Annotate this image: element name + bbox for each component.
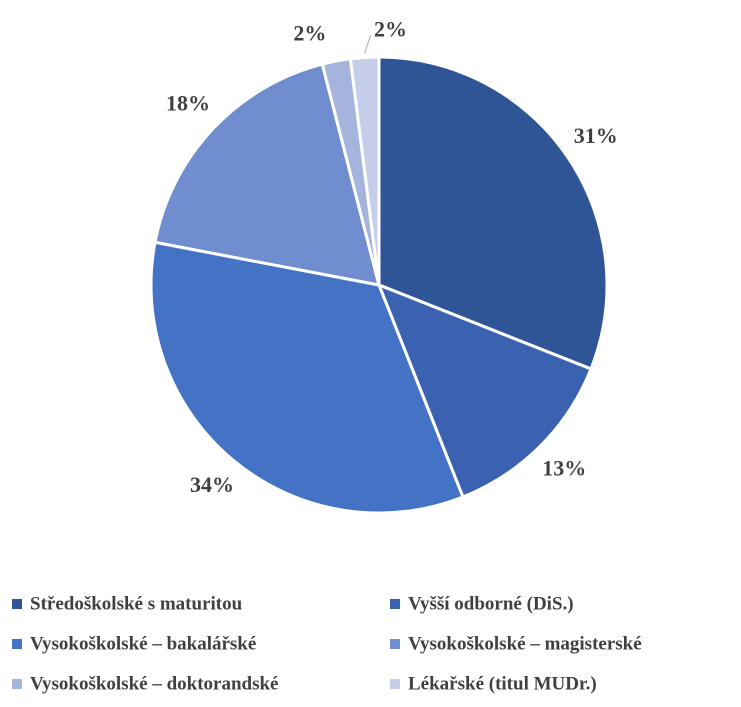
data-label: 13% xyxy=(542,455,586,480)
legend-label: Vyšší odborné (DiS.) xyxy=(408,593,574,614)
legend-label: Vysokoškolské – doktorandské xyxy=(30,673,279,694)
legend-label: Středoškolské s maturitou xyxy=(30,593,243,614)
legend-swatch xyxy=(12,599,22,609)
legend-label: Vysokoškolské – bakalářské xyxy=(30,633,256,654)
legend-swatch xyxy=(390,639,400,649)
pie-slice xyxy=(376,282,593,499)
legend-swatch xyxy=(12,639,22,649)
legend-swatch xyxy=(390,679,400,689)
pie-slice xyxy=(348,55,381,286)
pie-slice xyxy=(153,62,382,287)
pie-slice xyxy=(377,55,609,371)
pie-slice xyxy=(149,240,465,515)
data-label: 2% xyxy=(293,21,326,46)
data-label: 2% xyxy=(374,17,407,42)
legend-label: Lékařské (titul MUDr.) xyxy=(408,673,597,694)
legend-swatch xyxy=(12,679,22,689)
data-label: 18% xyxy=(166,91,210,116)
data-label: 31% xyxy=(574,123,618,148)
leader-line xyxy=(364,35,372,54)
legend-label: Vysokoškolské – magisterské xyxy=(408,633,642,654)
legend-swatch xyxy=(390,599,400,609)
data-label: 34% xyxy=(190,472,234,497)
